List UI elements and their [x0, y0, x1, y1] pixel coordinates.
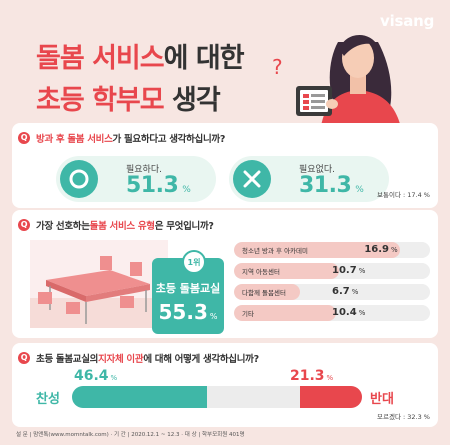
not-needed-percent: 31.3% — [299, 173, 364, 198]
oppose-segment — [300, 386, 362, 408]
opinion-bar — [72, 386, 362, 408]
question-icon: Q — [18, 219, 30, 231]
classroom-illustration — [30, 240, 168, 328]
title-line-1: 돌봄 서비스에 대한 — [36, 43, 245, 74]
needed-percent: 51.3% — [126, 173, 191, 198]
question-3-text: Q 초등 돌봄교실의 지자체 이관 에 대해 어떻게 생각하십니까? — [18, 349, 432, 367]
question-2-text: Q 가장 선호하는 돌봄 서비스 유형 은 무엇입니까? — [18, 216, 432, 234]
question-3-card: Q 초등 돌봄교실의 지자체 이관 에 대해 어떻게 생각하십니까? 46.4% … — [12, 343, 438, 427]
service-bar-row: 기타 10.4% — [234, 305, 430, 321]
answer-not-needed: 필요없다. 31.3% — [229, 156, 389, 202]
top-rank-value: 55.3% — [158, 300, 218, 324]
title-line-2: 초등 학부모 생각 — [36, 85, 221, 116]
service-bar-value: 16.9% — [364, 244, 398, 255]
agree-label: 찬성 — [36, 392, 60, 407]
answer-needed: 필요하다. 51.3% — [56, 156, 216, 202]
question-2-card: Q 가장 선호하는 돌봄 서비스 유형 은 무엇입니까? 1위 초등 돌봄교실 5… — [12, 210, 438, 338]
survey-footer: 설 문 | 맘앤톡(www.momntalk.com) · 기 간 | 2020… — [16, 432, 245, 438]
brand-logo: visang — [380, 12, 435, 30]
service-bar-label: 다함께 돌봄센터 — [242, 289, 286, 297]
service-bar-row: 청소년 방과 후 아카데미 16.9% — [234, 242, 430, 258]
question-1-text: Q 방과 후 돌봄 서비스 가 필요하다고 생각하십니까? — [18, 129, 432, 147]
service-bar-fill — [234, 242, 400, 258]
service-bar-label: 기타 — [242, 310, 254, 318]
service-bar-fill — [234, 284, 300, 300]
agree-percent: 46.4% — [74, 368, 118, 384]
top-rank-name: 초등 돌봄교실 — [155, 282, 221, 295]
top-rank-box: 1위 초등 돌봄교실 55.3% — [152, 250, 224, 334]
service-bar-row: 지역 아동센터 10.7% — [234, 263, 430, 279]
question-icon: Q — [18, 132, 30, 144]
oppose-percent: 21.3% — [290, 368, 334, 384]
service-bar-label: 지역 아동센터 — [242, 268, 280, 276]
parent-illustration: ? — [272, 34, 402, 132]
service-bar-label: 청소년 방과 후 아카데미 — [242, 247, 308, 255]
question-icon: Q — [18, 352, 30, 364]
service-bar-value: 10.4% — [332, 307, 366, 318]
service-type-bars: 청소년 방과 후 아카데미 16.9% 지역 아동센터 10.7% 다함께 돌봄센터 6.… — [234, 242, 430, 326]
service-bar-fill — [234, 263, 339, 279]
circle-o-icon — [60, 160, 98, 198]
agree-segment — [72, 386, 207, 408]
neutral-note: 보통이다 : 17.4 % — [377, 191, 430, 199]
service-bar-row: 다함께 돌봄센터 6.7% — [234, 284, 430, 300]
rank-badge: 1위 — [182, 250, 206, 274]
x-mark-icon — [233, 160, 271, 198]
service-bar-value: 6.7% — [332, 286, 359, 297]
unsure-note: 모르겠다 : 32.3 % — [377, 413, 430, 421]
oppose-label: 반대 — [370, 392, 394, 407]
question-1-card: Q 방과 후 돌봄 서비스 가 필요하다고 생각하십니까? 필요하다. 51.3%… — [12, 123, 438, 208]
service-bar-fill — [234, 305, 336, 321]
svg-text:?: ? — [272, 55, 283, 79]
service-bar-value: 10.7% — [332, 265, 366, 276]
